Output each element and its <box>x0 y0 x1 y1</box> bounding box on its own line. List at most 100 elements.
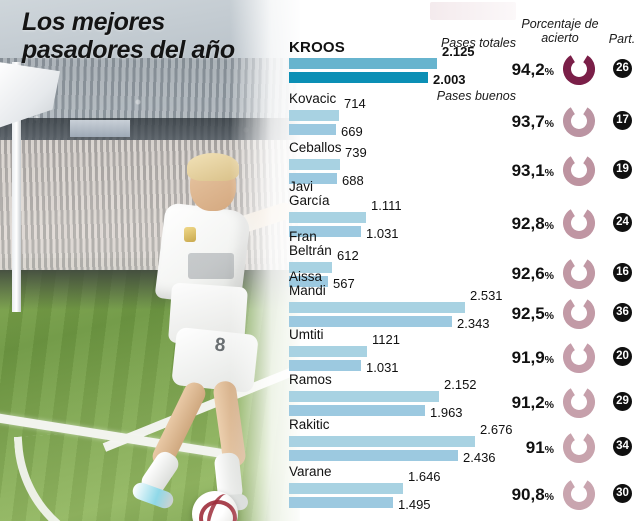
chart-panel: Pases totales Pases buenos Porcentaje de… <box>286 0 640 521</box>
header-participation: Part. <box>608 32 636 46</box>
percent-sign: % <box>544 167 554 179</box>
accuracy-donut-icon <box>562 206 596 240</box>
percent-sign: % <box>544 444 554 456</box>
bar-good-passes <box>289 226 361 237</box>
bar-total-passes <box>289 159 340 170</box>
accuracy-donut-icon <box>562 104 596 138</box>
percent-sign: % <box>544 220 554 232</box>
participation-badge: 34 <box>613 437 632 456</box>
accuracy-donut-icon <box>562 296 596 330</box>
player-name: Umtiti <box>289 327 324 342</box>
value-good-passes: 1.031 <box>366 226 399 241</box>
player-name: Varane <box>289 464 332 479</box>
player-name: Ceballos <box>289 140 342 155</box>
participation-badge: 24 <box>613 213 632 232</box>
accuracy-donut-icon <box>562 477 596 511</box>
stadium-scoreboard <box>70 120 130 137</box>
accuracy-donut-icon <box>562 340 596 374</box>
accuracy-value: 93,1% <box>511 161 554 180</box>
value-total-passes: 739 <box>345 145 367 160</box>
accuracy-value: 91,2% <box>511 393 554 412</box>
value-total-passes: 1.646 <box>408 469 441 484</box>
player-name: Fran Beltrán <box>289 229 332 258</box>
bar-good-passes <box>289 173 337 184</box>
participation-badge: 16 <box>613 263 632 282</box>
bar-total-passes <box>289 110 339 121</box>
accuracy-value: 94,2% <box>511 60 554 79</box>
bar-total-passes <box>289 346 367 357</box>
bar-total-passes <box>289 302 465 313</box>
bar-good-passes <box>289 360 361 371</box>
accuracy-donut-icon <box>562 385 596 419</box>
participation-badge: 36 <box>613 303 632 322</box>
bar-total-passes <box>289 58 437 69</box>
page-title: Los mejores pasadores del año <box>22 8 235 64</box>
value-total-passes: 2.125 <box>442 44 475 59</box>
accuracy-value: 90,8% <box>511 485 554 504</box>
participation-badge: 26 <box>613 59 632 78</box>
header-total-passes: Pases totales <box>440 36 516 50</box>
accuracy-donut-icon <box>562 430 596 464</box>
jersey-sponsor <box>188 253 234 279</box>
bar-good-passes <box>289 405 425 416</box>
percent-sign: % <box>544 66 554 78</box>
value-total-passes: 1121 <box>372 332 400 347</box>
bar-total-passes <box>289 483 403 494</box>
participation-badge: 29 <box>613 392 632 411</box>
accuracy-value: 91% <box>525 438 554 457</box>
watermark-logo <box>430 2 516 20</box>
value-good-passes: 669 <box>341 124 363 139</box>
value-good-passes: 1.031 <box>366 360 399 375</box>
value-total-passes: 2.152 <box>444 377 477 392</box>
value-good-passes: 2.436 <box>463 450 496 465</box>
bar-good-passes <box>289 276 328 287</box>
player-number: 8 <box>213 334 227 357</box>
player-name: Aissa Mandi <box>289 269 326 298</box>
accuracy-value: 93,7% <box>511 112 554 131</box>
percent-sign: % <box>544 354 554 366</box>
value-good-passes: 567 <box>333 276 355 291</box>
participation-badge: 17 <box>613 111 632 130</box>
value-good-passes: 688 <box>342 173 364 188</box>
accuracy-donut-icon <box>562 52 596 86</box>
value-total-passes: 714 <box>344 96 366 111</box>
value-total-passes: 2.676 <box>480 422 513 437</box>
bar-total-passes <box>289 262 332 273</box>
value-good-passes: 1.495 <box>398 497 431 512</box>
accuracy-donut-icon <box>562 256 596 290</box>
bar-good-passes <box>289 72 428 83</box>
accuracy-value: 92,5% <box>511 304 554 323</box>
bar-total-passes <box>289 391 439 402</box>
bar-good-passes <box>289 316 452 327</box>
value-total-passes: 612 <box>337 248 359 263</box>
percent-sign: % <box>544 270 554 282</box>
bar-total-passes <box>289 212 366 223</box>
bar-total-passes <box>289 436 475 447</box>
accuracy-donut-icon <box>562 153 596 187</box>
value-good-passes: 2.003 <box>433 72 466 87</box>
value-total-passes: 1.111 <box>371 198 402 213</box>
percent-sign: % <box>544 491 554 503</box>
bar-good-passes <box>289 124 336 135</box>
player-name: Ramos <box>289 372 332 387</box>
club-crest-icon <box>184 227 196 242</box>
corner-flag-pole <box>12 62 21 312</box>
player-photo: 8 <box>0 0 300 521</box>
player-name: Kovacic <box>289 91 337 106</box>
percent-sign: % <box>544 118 554 130</box>
player-name: KROOS <box>289 39 346 56</box>
participation-badge: 19 <box>613 160 632 179</box>
accuracy-value: 92,6% <box>511 264 554 283</box>
percent-sign: % <box>544 399 554 411</box>
participation-badge: 20 <box>613 347 632 366</box>
value-good-passes: 2.343 <box>457 316 490 331</box>
value-good-passes: 1.963 <box>430 405 463 420</box>
header-good-passes: Pases buenos <box>436 89 516 103</box>
percent-sign: % <box>544 310 554 322</box>
accuracy-value: 91,9% <box>511 348 554 367</box>
accuracy-value: 92,8% <box>511 214 554 233</box>
participation-badge: 30 <box>613 484 632 503</box>
value-total-passes: 2.531 <box>470 288 503 303</box>
header-accuracy: Porcentaje de acierto <box>521 17 599 46</box>
